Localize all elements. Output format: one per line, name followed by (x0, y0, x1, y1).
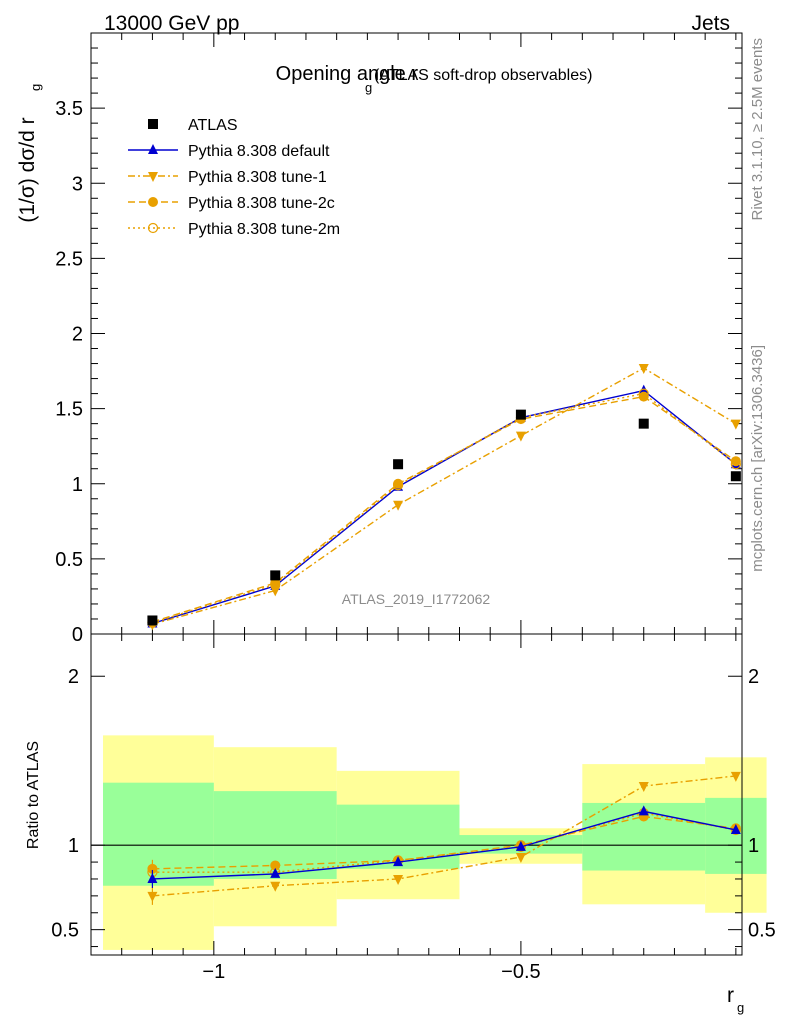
legend-label: Pythia 8.308 tune-2m (188, 221, 340, 238)
legend-label: ATLAS (188, 117, 238, 134)
y-tick-label: 3.5 (55, 98, 83, 120)
x-tick-label: −1 (202, 961, 225, 983)
ratio-series (147, 771, 741, 905)
y-tick-label: 1 (72, 474, 83, 496)
data-point (147, 615, 158, 626)
legend: ATLAS Pythia 8.308 default Pythia 8.308 tu… (128, 117, 340, 238)
data-point (393, 500, 404, 511)
legend-marker (147, 222, 159, 234)
ratio-series-line (152, 810, 736, 880)
data-point (730, 419, 741, 430)
legend-label: Pythia 8.308 tune-1 (188, 169, 327, 186)
uncertainty-band-inner (705, 797, 767, 874)
series-line (152, 392, 737, 624)
ratio-point (270, 881, 281, 892)
panel-frame (90, 633, 743, 956)
series-line (152, 367, 737, 625)
main-ylabel: (1/σ) dσ/d r g (16, 84, 43, 223)
ratio-series-line (152, 815, 736, 870)
data-point (730, 456, 741, 467)
main-axis-ticks: 0 0.5 1 1.5 2 2.5 3 3.5 (55, 33, 742, 646)
ratio-series-1 (147, 771, 741, 905)
data-point (730, 459, 741, 470)
ratio-point (515, 853, 526, 864)
y-tick-label: 2 (72, 324, 83, 346)
main-title-note: (ATLAS soft-drop observables) (374, 67, 592, 84)
main-ylabel-text: (1/σ) dσ/d r (16, 117, 39, 222)
uncertainty-band-inner (103, 782, 214, 886)
ratio-point (638, 782, 649, 793)
ratio-point (393, 856, 404, 867)
data-point (515, 431, 526, 442)
y-tick-label: 3 (72, 173, 83, 195)
y-tick-label: 0 (72, 624, 83, 646)
main-ylabel-sub: g (28, 84, 43, 91)
ratio-point (730, 823, 741, 834)
legend-marker (148, 119, 158, 129)
ratio-point (730, 771, 741, 782)
ratio-series-0 (147, 805, 741, 888)
data-point (270, 570, 281, 581)
ratio-y-tick-label: 0.5 (51, 920, 79, 942)
rivet-label: Rivet 3.1.10, ≥ 2.5M events (749, 38, 766, 221)
ratio-point (515, 840, 526, 851)
ratio-point (147, 891, 158, 902)
ratio-y-tick-label-right: 1 (748, 835, 759, 857)
ratio-y-tick-label: 2 (68, 666, 79, 688)
main-title-sub: g (365, 80, 372, 95)
process-label: Jets (691, 12, 730, 35)
ratio-axis-ticks: 0.5 0.5 1 1 2 2 −1 −0.5 (51, 634, 776, 983)
data-point (638, 418, 649, 429)
legend-marker (148, 144, 158, 154)
ratio-series-line (152, 775, 736, 897)
data-point (730, 471, 741, 482)
legend-marker (148, 197, 158, 207)
ratio-y-tick-label-right: 2 (748, 666, 759, 688)
data-point (638, 364, 649, 375)
data-point (270, 586, 281, 597)
ratio-point (393, 874, 404, 885)
ratio-ylabel: Ratio to ATLAS (25, 741, 42, 849)
ratio-point (270, 867, 281, 878)
ratio-y-tick-label: 1 (68, 835, 79, 857)
analysis-id: ATLAS_2019_I1772062 (342, 591, 491, 607)
mcplots-label: mcplots.cern.ch [arXiv:1306.3436] (749, 345, 766, 572)
x-axis-label-sub: g (737, 1000, 744, 1015)
series-line (152, 395, 737, 623)
ratio-point (638, 805, 649, 816)
y-tick-label: 2.5 (55, 248, 83, 270)
legend-label: Pythia 8.308 tune-2c (188, 195, 335, 212)
data-point (393, 459, 404, 470)
main-series (147, 364, 741, 631)
collision-label: 13000 GeV pp (104, 12, 239, 35)
data-point (638, 388, 649, 399)
y-tick-label: 0.5 (55, 549, 83, 571)
data-point (392, 480, 404, 491)
ratio-panel (90, 633, 767, 956)
x-axis-label: r (727, 984, 734, 1007)
data-point (638, 391, 649, 402)
main-title: Opening angle r (276, 63, 419, 85)
ratio-y-tick-label-right: 0.5 (748, 920, 776, 942)
ratio-point (147, 872, 158, 883)
series-0 (147, 409, 741, 626)
y-tick-label: 1.5 (55, 399, 83, 421)
legend-marker (148, 172, 158, 182)
legend-label: Pythia 8.308 default (188, 143, 330, 160)
data-point (515, 409, 526, 420)
x-tick-label: −0.5 (501, 961, 540, 983)
